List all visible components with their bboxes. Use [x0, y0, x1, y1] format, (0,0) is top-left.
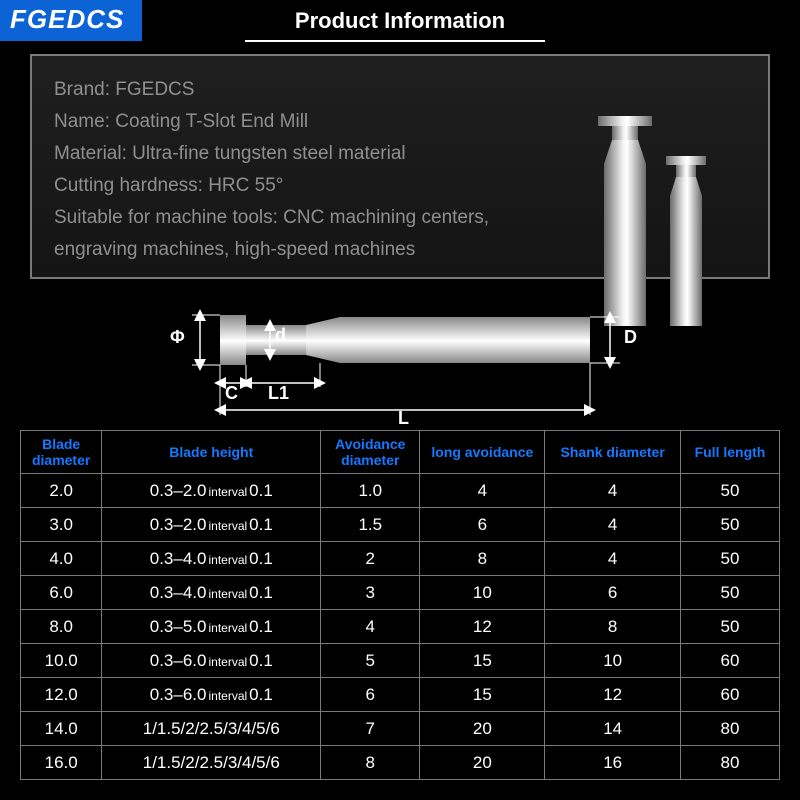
col-blade-height: Blade height — [102, 431, 321, 474]
cell-avoidance-diameter: 1.0 — [321, 474, 420, 508]
cell-full-length: 50 — [680, 610, 779, 644]
table-row: 8.00.3–5.0interval0.1412850 — [21, 610, 780, 644]
dim-label-C: C — [225, 383, 238, 404]
page-title: Product Information — [295, 8, 505, 33]
cell-avoidance-diameter: 7 — [321, 712, 420, 746]
col-blade-diameter: Blade diameter — [21, 431, 102, 474]
info-line: Brand: FGEDCS — [54, 74, 746, 106]
cell-shank-diameter: 4 — [545, 474, 681, 508]
cell-blade-height: 0.3–6.0interval0.1 — [102, 644, 321, 678]
cell-full-length: 60 — [680, 678, 779, 712]
cell-long-avoidance: 6 — [420, 508, 545, 542]
cell-shank-diameter: 16 — [545, 746, 681, 780]
cell-full-length: 60 — [680, 644, 779, 678]
col-long-avoidance: long avoidance — [420, 431, 545, 474]
cell-full-length: 50 — [680, 508, 779, 542]
cell-blade-height: 0.3–5.0interval0.1 — [102, 610, 321, 644]
cell-blade-height: 0.3–2.0interval0.1 — [102, 508, 321, 542]
cell-avoidance-diameter: 1.5 — [321, 508, 420, 542]
col-full-length: Full length — [680, 431, 779, 474]
table-header-row: Blade diameter Blade height Avoidance di… — [21, 431, 780, 474]
cell-avoidance-diameter: 6 — [321, 678, 420, 712]
cell-long-avoidance: 8 — [420, 542, 545, 576]
title-row: Product Information — [0, 8, 800, 34]
cell-avoidance-diameter: 4 — [321, 610, 420, 644]
cell-blade-diameter: 14.0 — [21, 712, 102, 746]
title-underline — [245, 40, 545, 42]
dim-label-phi: Φ — [170, 327, 185, 348]
cell-full-length: 80 — [680, 746, 779, 780]
cell-blade-height: 1/1.5/2/2.5/3/4/5/6 — [102, 746, 321, 780]
dim-label-L1: L1 — [268, 383, 289, 404]
cell-blade-diameter: 6.0 — [21, 576, 102, 610]
table-row: 16.01/1.5/2/2.5/3/4/5/68201680 — [21, 746, 780, 780]
table-row: 6.00.3–4.0interval0.1310650 — [21, 576, 780, 610]
dimension-diagram: Φ d D C L1 L — [140, 295, 660, 425]
col-avoidance-diameter: Avoidance diameter — [321, 431, 420, 474]
cell-shank-diameter: 4 — [545, 542, 681, 576]
cell-blade-diameter: 3.0 — [21, 508, 102, 542]
cell-long-avoidance: 4 — [420, 474, 545, 508]
cell-blade-height: 0.3–4.0interval0.1 — [102, 542, 321, 576]
dim-label-L: L — [398, 408, 409, 429]
cell-shank-diameter: 14 — [545, 712, 681, 746]
cell-full-length: 50 — [680, 576, 779, 610]
cell-avoidance-diameter: 8 — [321, 746, 420, 780]
cell-long-avoidance: 20 — [420, 746, 545, 780]
cell-shank-diameter: 8 — [545, 610, 681, 644]
cell-blade-diameter: 12.0 — [21, 678, 102, 712]
table-row: 10.00.3–6.0interval0.15151060 — [21, 644, 780, 678]
cell-long-avoidance: 12 — [420, 610, 545, 644]
cell-blade-height: 0.3–4.0interval0.1 — [102, 576, 321, 610]
cell-shank-diameter: 6 — [545, 576, 681, 610]
cell-avoidance-diameter: 3 — [321, 576, 420, 610]
cell-blade-diameter: 4.0 — [21, 542, 102, 576]
cell-full-length: 50 — [680, 474, 779, 508]
product-info-box: Brand: FGEDCS Name: Coating T-Slot End M… — [30, 54, 770, 279]
cell-blade-diameter: 2.0 — [21, 474, 102, 508]
table-row: 2.00.3–2.0interval0.11.04450 — [21, 474, 780, 508]
cell-blade-height: 0.3–6.0interval0.1 — [102, 678, 321, 712]
col-shank-diameter: Shank diameter — [545, 431, 681, 474]
cell-shank-diameter: 4 — [545, 508, 681, 542]
cell-avoidance-diameter: 2 — [321, 542, 420, 576]
cell-long-avoidance: 15 — [420, 644, 545, 678]
spec-table: Blade diameter Blade height Avoidance di… — [20, 430, 780, 780]
table-row: 3.00.3–2.0interval0.11.56450 — [21, 508, 780, 542]
cell-long-avoidance: 15 — [420, 678, 545, 712]
cell-full-length: 80 — [680, 712, 779, 746]
cell-blade-height: 1/1.5/2/2.5/3/4/5/6 — [102, 712, 321, 746]
table-row: 14.01/1.5/2/2.5/3/4/5/67201480 — [21, 712, 780, 746]
cell-blade-diameter: 16.0 — [21, 746, 102, 780]
table-row: 4.00.3–4.0interval0.128450 — [21, 542, 780, 576]
cell-avoidance-diameter: 5 — [321, 644, 420, 678]
cell-shank-diameter: 10 — [545, 644, 681, 678]
dim-label-d: d — [275, 325, 286, 346]
cell-blade-diameter: 8.0 — [21, 610, 102, 644]
cell-blade-height: 0.3–2.0interval0.1 — [102, 474, 321, 508]
cell-long-avoidance: 10 — [420, 576, 545, 610]
cell-long-avoidance: 20 — [420, 712, 545, 746]
cell-blade-diameter: 10.0 — [21, 644, 102, 678]
table-row: 12.00.3–6.0interval0.16151260 — [21, 678, 780, 712]
cell-full-length: 50 — [680, 542, 779, 576]
cell-shank-diameter: 12 — [545, 678, 681, 712]
dim-label-D: D — [624, 327, 637, 348]
